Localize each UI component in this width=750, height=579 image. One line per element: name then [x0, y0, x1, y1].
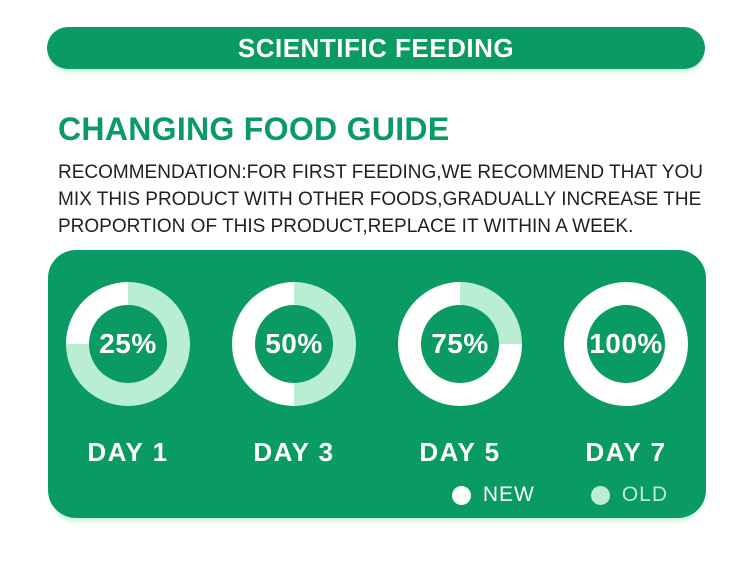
intro-section: CHANGING FOOD GUIDE RECOMMENDATION:FOR F…	[58, 111, 703, 240]
day-label: DAY 5	[419, 437, 501, 467]
donut-charts-row: 25% DAY 1 50% DAY 3 75% DAY 5 100% DAY 7	[48, 250, 706, 468]
chart-column-day3: 50% DAY 3	[232, 282, 356, 468]
chart-column-day1: 25% DAY 1	[66, 282, 190, 468]
legend-item-new: NEW	[451, 483, 535, 507]
feeding-chart-panel: 25% DAY 1 50% DAY 3 75% DAY 5 100% DAY 7	[48, 250, 706, 518]
chart-column-day7: 100% DAY 7	[564, 282, 688, 468]
page-title: CHANGING FOOD GUIDE	[58, 111, 450, 147]
legend-old-dot	[590, 485, 610, 505]
percent-label: 75%	[421, 305, 499, 383]
day-label: DAY 7	[585, 437, 667, 467]
chart-legend: NEW OLD	[451, 483, 668, 507]
recommendation-text: RECOMMENDATION:FOR FIRST FEEDING,WE RECO…	[58, 162, 703, 237]
day-label: DAY 1	[87, 437, 169, 467]
donut-chart-day5: 75%	[398, 282, 522, 406]
day-label: DAY 3	[253, 437, 335, 467]
percent-label: 50%	[255, 305, 333, 383]
percent-label: 100%	[587, 305, 665, 383]
percent-label: 25%	[89, 305, 167, 383]
legend-new-dot	[451, 485, 471, 505]
legend-new-label: NEW	[482, 483, 535, 506]
donut-chart-day7: 100%	[564, 282, 688, 406]
legend-item-old: OLD	[590, 483, 668, 507]
section-banner-label: SCIENTIFIC FEEDING	[237, 32, 515, 63]
donut-chart-day3: 50%	[232, 282, 356, 406]
donut-chart-day1: 25%	[66, 282, 190, 406]
legend-old-label: OLD	[621, 483, 668, 506]
chart-column-day5: 75% DAY 5	[398, 282, 522, 468]
section-banner: SCIENTIFIC FEEDING	[47, 27, 705, 69]
